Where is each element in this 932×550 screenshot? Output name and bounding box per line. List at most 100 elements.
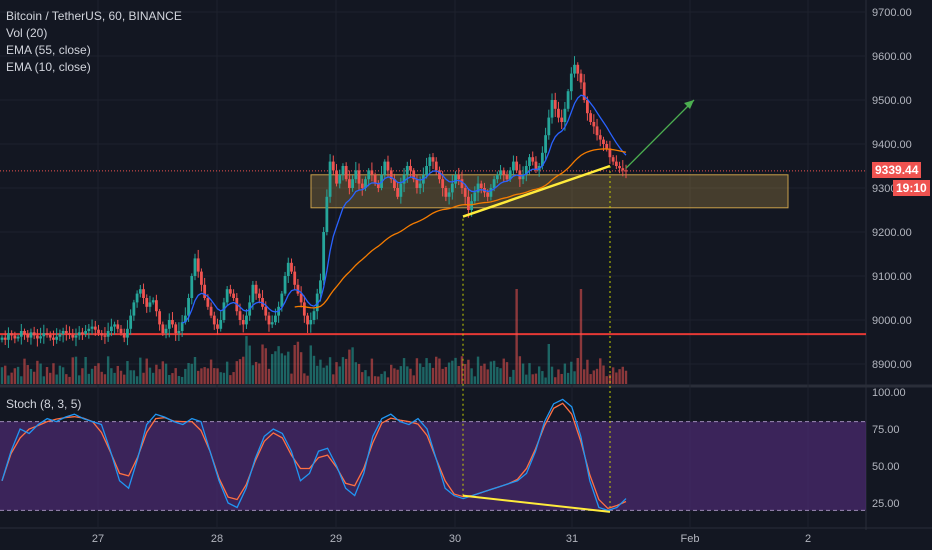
volume-bar <box>219 372 222 384</box>
volume-bar <box>579 289 583 384</box>
stoch-divergence-line[interactable] <box>462 494 611 513</box>
candle-body <box>26 334 30 338</box>
volume-bar <box>386 377 390 384</box>
candle-body <box>479 183 483 188</box>
candle-body <box>238 311 242 320</box>
time-tick-label: 30 <box>449 533 461 545</box>
time-tick-label: 28 <box>211 533 223 545</box>
volume-bar <box>110 368 113 384</box>
candle-body <box>534 161 538 171</box>
volume-bar <box>344 358 348 384</box>
candle-body <box>10 333 14 336</box>
candle-body <box>351 179 354 188</box>
ema55-indicator-label[interactable]: EMA (55, close) <box>6 43 91 57</box>
volume-bar <box>605 376 608 384</box>
candle-body <box>29 332 33 338</box>
candle-body <box>370 170 374 175</box>
candle-body <box>367 170 371 180</box>
candle-body <box>103 335 107 337</box>
volume-bar <box>544 377 547 384</box>
volume-bar <box>184 368 187 384</box>
candle-body <box>528 157 531 166</box>
candle-body <box>196 258 200 272</box>
candle-body <box>55 336 59 340</box>
candle-body <box>624 170 628 172</box>
candle-body <box>553 100 557 109</box>
volume-bar <box>171 373 174 384</box>
candle-body <box>386 161 390 171</box>
chart-legend: Bitcoin / TetherUS, 60, BINANCE Vol (20)… <box>6 8 182 76</box>
candle-body <box>222 302 226 320</box>
candle-body <box>74 335 78 338</box>
candle-body <box>611 157 615 162</box>
candle-body <box>132 302 136 316</box>
candle-body <box>524 166 528 175</box>
support-zone-box[interactable] <box>310 174 789 209</box>
candle-body <box>267 315 271 325</box>
ascending-trendline[interactable] <box>462 164 611 218</box>
volume-bar <box>129 370 132 384</box>
volume-indicator-label[interactable]: Vol (20) <box>6 26 48 40</box>
candle-body <box>177 331 181 334</box>
volume-bar <box>470 368 473 384</box>
candle-body <box>7 333 10 340</box>
candle-body <box>418 183 422 188</box>
volume-bar <box>602 365 605 384</box>
volume-bar <box>570 361 573 384</box>
candle-body <box>399 183 403 197</box>
volume-bar <box>322 367 325 384</box>
candle-body <box>621 168 625 171</box>
volume-bar <box>55 374 58 384</box>
volume-bar <box>332 374 335 384</box>
stoch-indicator-label[interactable]: Stoch (8, 3, 5) <box>6 397 82 411</box>
candle-body <box>383 161 387 175</box>
volume-bar <box>222 372 226 384</box>
bar-countdown-label: 19:10 <box>893 180 930 196</box>
volume-bar <box>61 367 65 384</box>
volume-bar <box>74 356 78 384</box>
candle-body <box>257 293 261 298</box>
volume-bar <box>238 359 242 384</box>
volume-bar <box>525 374 528 384</box>
candle-body <box>396 188 400 197</box>
volume-bar <box>534 373 538 384</box>
volume-bar <box>325 365 329 384</box>
volume-bar <box>370 358 374 384</box>
ema10-indicator-label[interactable]: EMA (10, close) <box>6 60 91 74</box>
candle-body <box>245 315 248 325</box>
volume-bar <box>428 363 431 384</box>
volume-bar <box>232 372 235 384</box>
candle-body <box>106 331 110 337</box>
volume-bar <box>351 347 354 384</box>
volume-bar <box>71 357 74 384</box>
stoch-tick-label: 100.00 <box>872 387 906 399</box>
volume-bar <box>20 376 23 384</box>
candle-body <box>376 183 380 188</box>
volume-bar <box>242 356 245 384</box>
candle-body <box>579 73 583 83</box>
volume-bar <box>460 356 464 384</box>
volume-bar <box>499 368 502 384</box>
volume-bar <box>200 368 203 384</box>
candle-body <box>315 293 319 312</box>
candle-body <box>16 336 20 339</box>
volume-bar <box>615 372 618 384</box>
candle-body <box>425 166 428 175</box>
candle-body <box>264 306 268 316</box>
volume-bar <box>412 375 415 384</box>
candle-body <box>495 174 499 180</box>
price-tick-label: 9000.00 <box>872 315 912 327</box>
price-tick-label: 8900.00 <box>872 359 912 371</box>
volume-bar <box>531 374 534 384</box>
candle-body <box>319 280 322 294</box>
candle-body <box>290 262 293 272</box>
candle-body <box>489 188 493 197</box>
candle-body <box>171 320 174 325</box>
volume-bar <box>547 344 551 384</box>
volume-bar <box>451 360 454 384</box>
stoch-tick-label: 75.00 <box>872 424 900 436</box>
projection-arrow[interactable] <box>625 99 695 169</box>
symbol-title[interactable]: Bitcoin / TetherUS, 60, BINANCE <box>6 9 182 23</box>
candle-body <box>158 311 162 325</box>
